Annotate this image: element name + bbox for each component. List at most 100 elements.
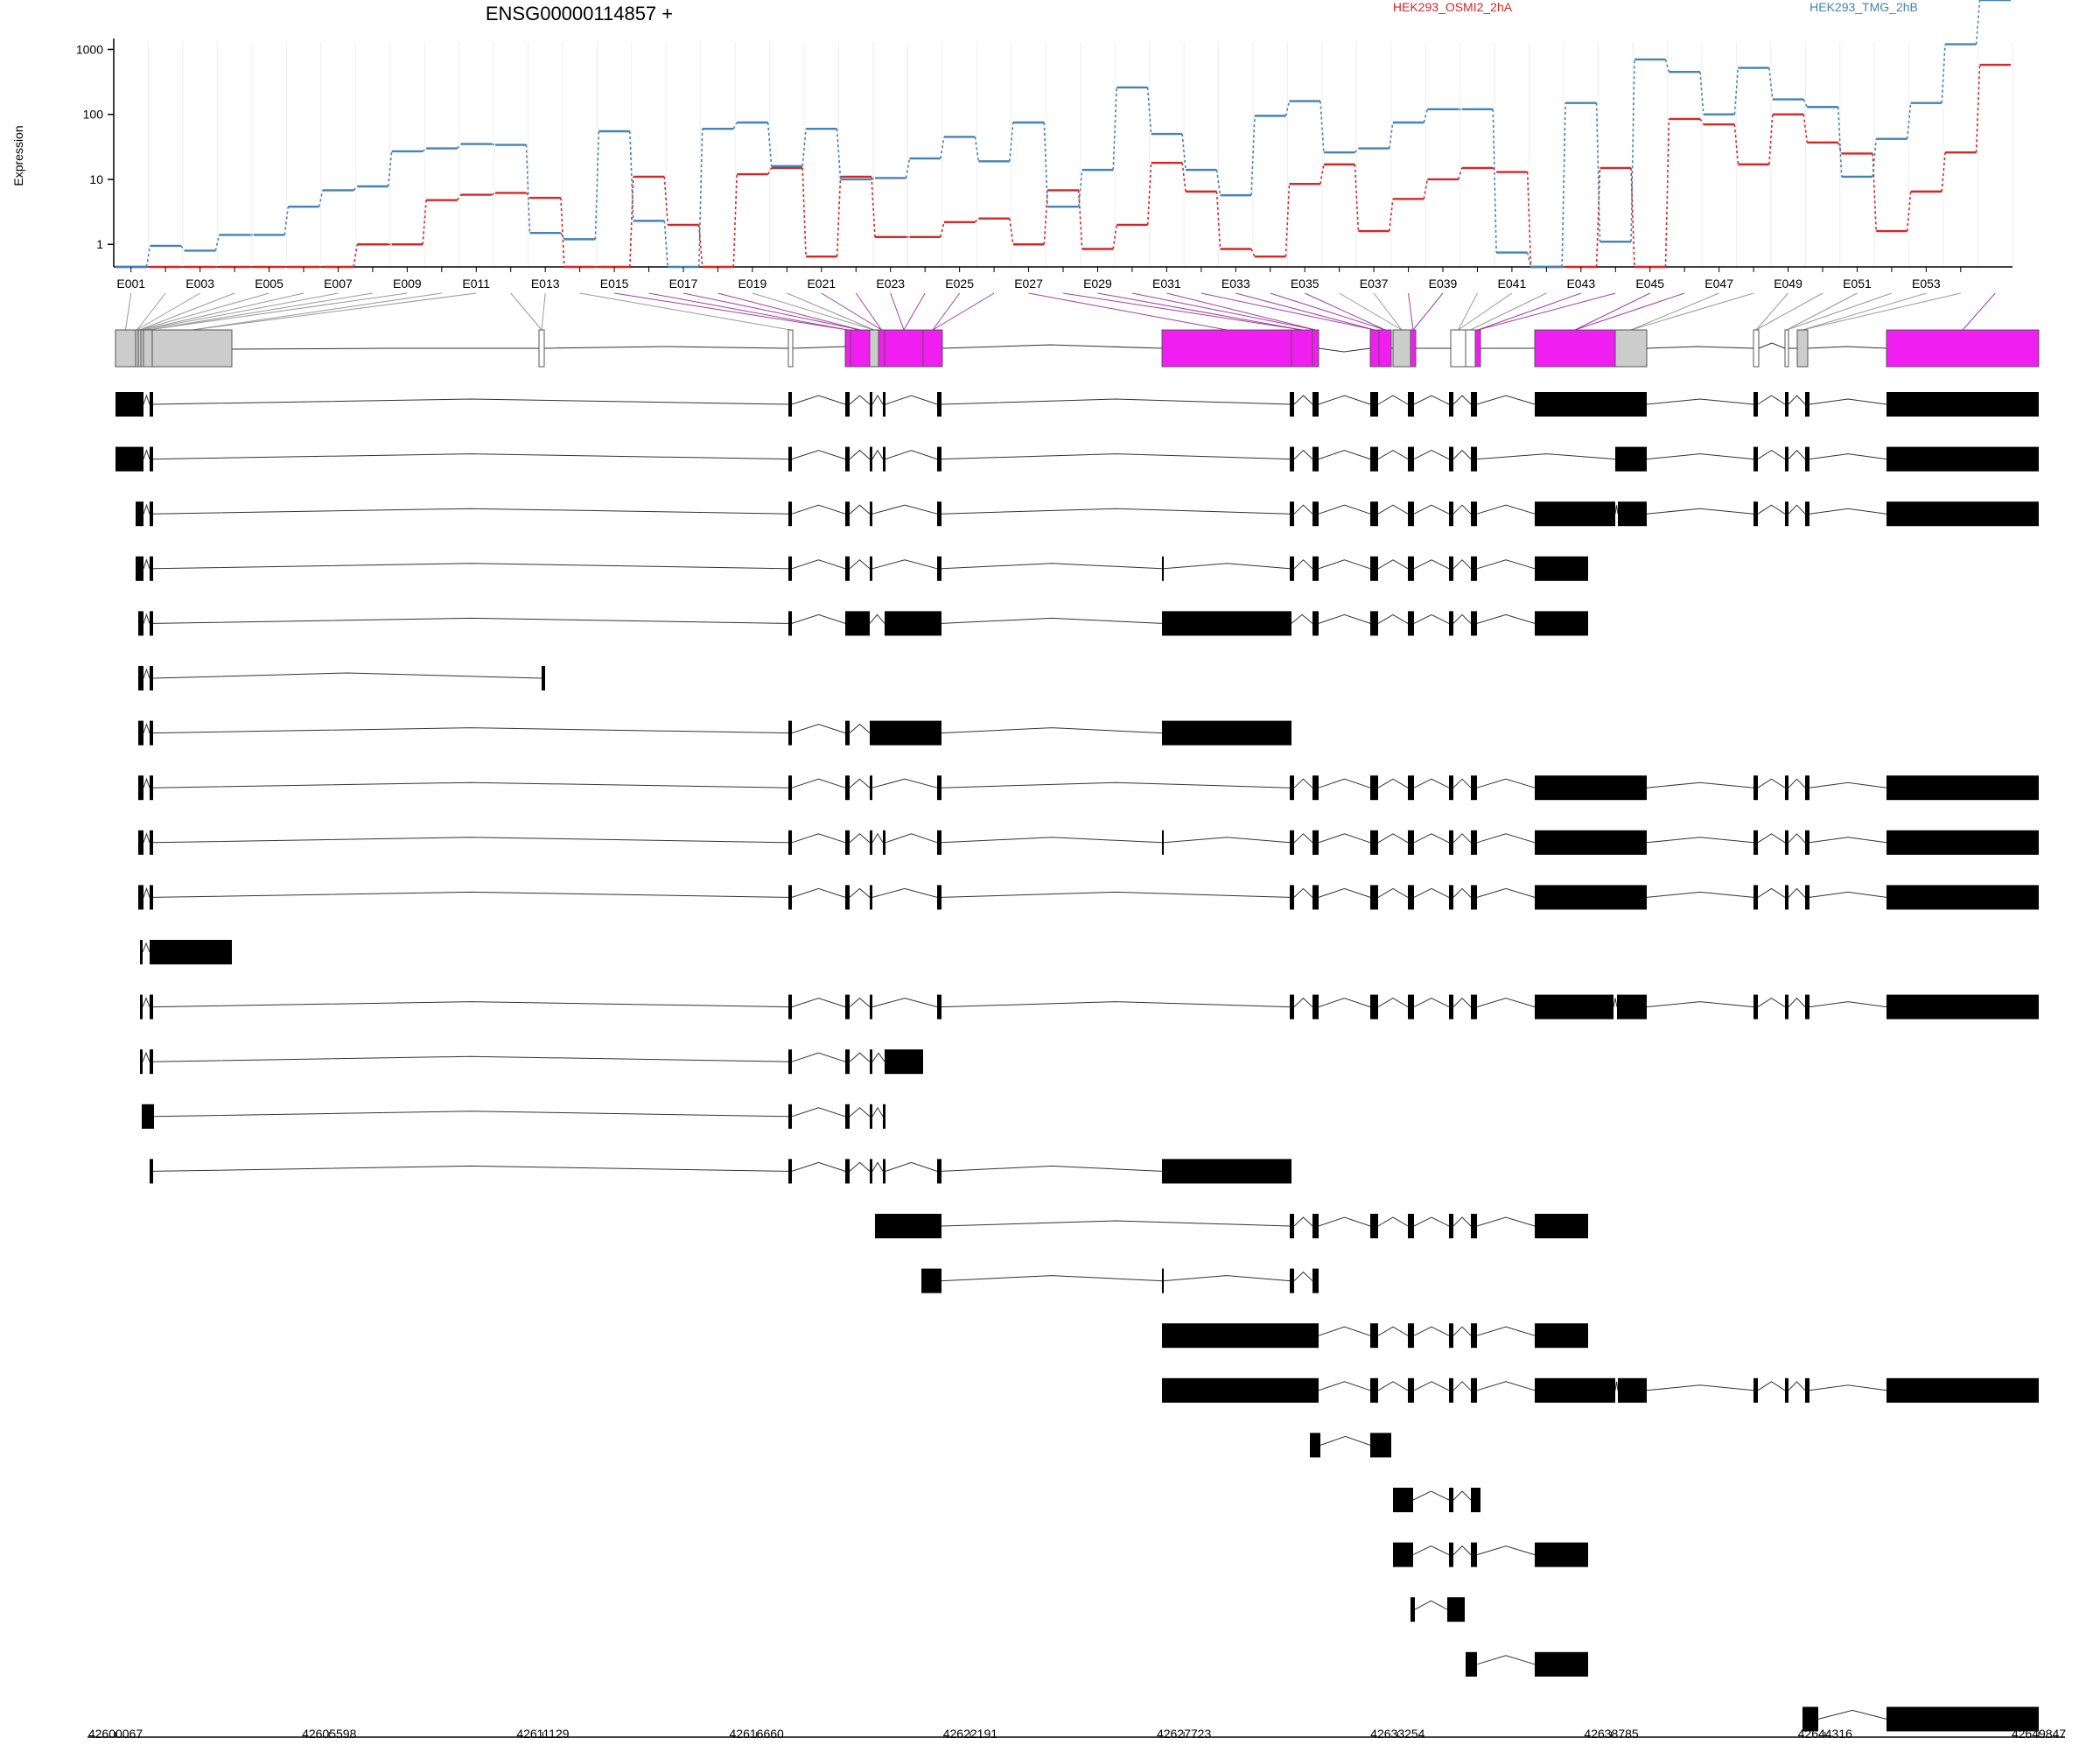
- transcript-exon: [1447, 1597, 1465, 1622]
- expression-step: [525, 192, 531, 199]
- transcript-exon: [1754, 994, 1758, 1020]
- transcript-exon: [1408, 1377, 1414, 1403]
- transcript-18: [1162, 1323, 1588, 1349]
- expression-step: [1284, 184, 1291, 257]
- genomic-tick-label: 42644316: [1798, 1727, 1853, 1741]
- transcript-4: [136, 556, 1588, 581]
- intron-line: [791, 1161, 846, 1172]
- transcript-exon: [1162, 720, 1292, 746]
- transcript-exon: [150, 720, 153, 746]
- transcript-exon: [1312, 392, 1319, 417]
- intron-line: [849, 504, 871, 515]
- transcript-exon: [1312, 994, 1319, 1020]
- transcript-exon: [1449, 501, 1453, 527]
- transcript-exon: [150, 994, 153, 1020]
- intron-line: [1377, 395, 1409, 405]
- exon-connector: [1458, 292, 1478, 331]
- exon-connector: [1786, 292, 1893, 331]
- expression-step: [1389, 122, 1394, 149]
- intron-line: [152, 1055, 789, 1062]
- exon-label: E019: [738, 277, 767, 291]
- intron-line: [143, 394, 150, 405]
- intron-line: [1614, 505, 1619, 515]
- expression-step: [802, 129, 807, 166]
- transcript-exon: [885, 611, 942, 636]
- transcript-exon: [1408, 556, 1414, 581]
- transcript-1: [116, 392, 2039, 417]
- gene-model-exon: [1312, 329, 1320, 368]
- transcript-exon: [1370, 1323, 1378, 1349]
- transcript-exon: [1162, 1377, 1319, 1403]
- expression-step: [1354, 164, 1360, 232]
- exon-connector: [1339, 292, 1403, 331]
- intron-line: [1377, 778, 1409, 788]
- intron-line: [1646, 781, 1754, 788]
- transcript-exon: [150, 1159, 153, 1184]
- transcript-exon: [1290, 1214, 1294, 1238]
- legend-osmi: HEK293_OSMI2_2hA: [1393, 0, 1513, 14]
- intron-line: [1646, 837, 1754, 844]
- expression-step: [1906, 102, 1912, 139]
- transcript-exon: [1471, 994, 1477, 1020]
- transcript-exon: [150, 885, 153, 910]
- intron-line: [142, 1051, 150, 1062]
- transcript-exon: [937, 446, 942, 472]
- expression-step: [1664, 118, 1670, 268]
- gene-model-exon: [884, 329, 924, 368]
- transcript-exon: [1312, 885, 1319, 910]
- intron-line: [1452, 997, 1472, 1007]
- expression-step: [491, 192, 496, 196]
- transcript-exon: [1615, 446, 1647, 472]
- transcript-exon: [1785, 830, 1788, 855]
- exon-connector: [1630, 292, 1719, 331]
- exon-connector: [1166, 292, 1316, 331]
- intron-line: [872, 998, 938, 1008]
- expression-step: [905, 158, 911, 179]
- transcript-exon: [1754, 885, 1758, 910]
- intron-line: [849, 1161, 871, 1172]
- exon-label: E013: [531, 277, 560, 291]
- transcript-exon: [788, 1049, 792, 1075]
- transcript-exon: [1408, 1323, 1414, 1349]
- expression-step: [1320, 164, 1325, 185]
- transcript-exon: [1471, 556, 1477, 581]
- transcript-exon: [150, 501, 153, 527]
- transcript-exon: [1312, 775, 1319, 801]
- exon-label: E033: [1222, 277, 1250, 291]
- gene-model-exon: [1410, 329, 1417, 368]
- intron-line: [153, 1111, 789, 1118]
- intron-line: [152, 727, 789, 734]
- transcript-exon: [140, 994, 143, 1020]
- exon-connector: [890, 292, 905, 331]
- intron-line: [872, 778, 938, 788]
- exon-label: E037: [1360, 277, 1389, 291]
- transcript-exon: [937, 392, 942, 417]
- transcript-exon: [136, 556, 144, 581]
- expression-step: [697, 224, 704, 268]
- intron-line: [1413, 833, 1450, 844]
- exon-label: E035: [1291, 277, 1320, 291]
- expression-step: [1043, 122, 1049, 207]
- expression-step: [1526, 252, 1532, 268]
- transcript-exon: [1471, 392, 1477, 417]
- intron-line: [941, 781, 1291, 788]
- intron-line: [849, 395, 871, 405]
- transcript-exon: [1535, 1214, 1588, 1238]
- intron-line: [152, 453, 789, 460]
- transcript-exon: [883, 1104, 886, 1129]
- exon-label: E041: [1498, 277, 1527, 291]
- intron-line: [1377, 998, 1409, 1008]
- intron-line: [1757, 998, 1786, 1008]
- transcript-exon: [788, 720, 792, 746]
- transcript-exon: [1290, 885, 1294, 910]
- transcript-exon: [1535, 1323, 1588, 1349]
- intron-line: [885, 395, 938, 405]
- intron-line: [791, 450, 846, 460]
- transcript-exon: [937, 556, 942, 581]
- intron-line: [1318, 887, 1371, 898]
- exon-label: E023: [876, 277, 905, 291]
- transcript-exon: [788, 556, 792, 581]
- transcript-exon: [150, 611, 153, 636]
- intron-line: [849, 833, 871, 844]
